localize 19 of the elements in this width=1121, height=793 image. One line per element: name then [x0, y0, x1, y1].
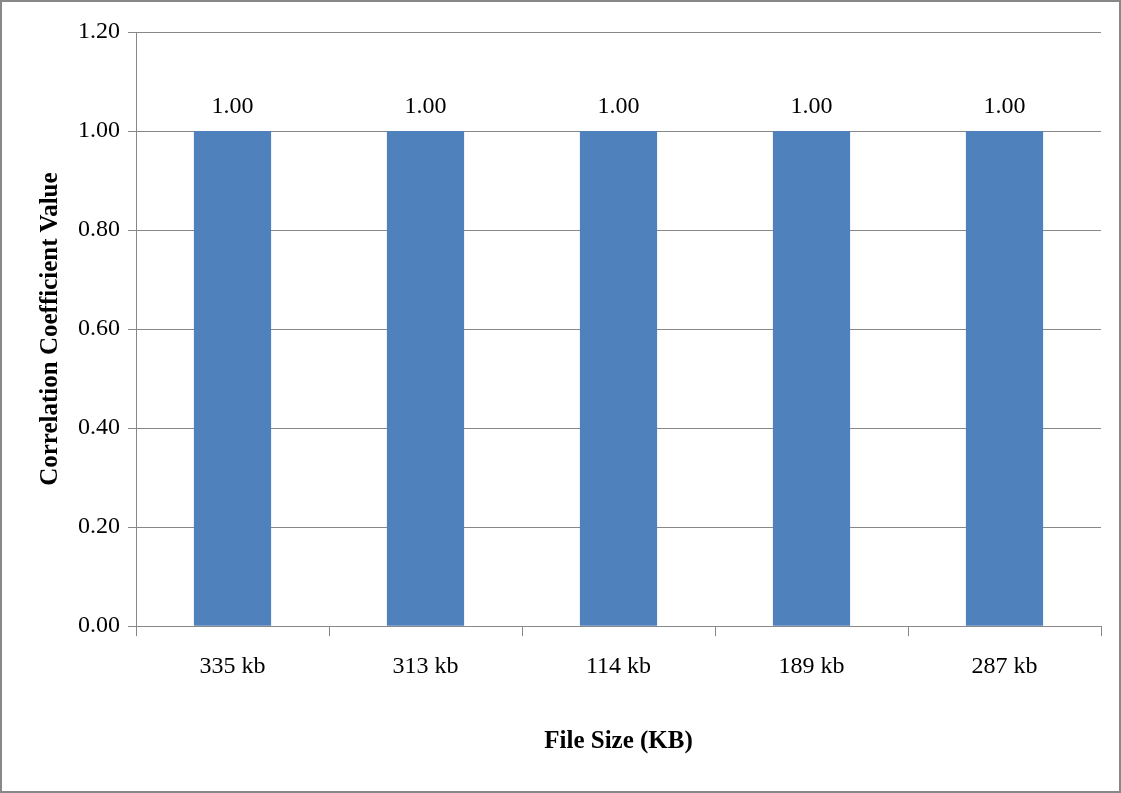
y-tick-label: 0.80 [78, 215, 120, 242]
data-label: 1.00 [597, 92, 640, 119]
data-label: 1.00 [211, 92, 254, 119]
x-tick-label: 335 kb [199, 651, 266, 678]
y-tick-label: 1.20 [78, 17, 120, 44]
y-tick-label: 0.20 [78, 512, 120, 539]
data-label: 1.00 [404, 92, 447, 119]
y-tick-label: 0.00 [78, 611, 120, 638]
x-tick-label: 287 kb [971, 651, 1038, 678]
x-axis-title: File Size (KB) [544, 726, 693, 755]
y-tick-label: 0.60 [78, 314, 120, 341]
y-tick-label: 0.40 [78, 413, 120, 440]
x-tick-label: 313 kb [392, 651, 459, 678]
data-label: 1.00 [790, 92, 833, 119]
y-tick-label: 1.00 [78, 116, 120, 143]
x-tick-label: 189 kb [778, 651, 845, 678]
y-axis-title: Correlation Coefficient Value [35, 172, 63, 486]
x-tick-label: 114 kb [585, 651, 652, 678]
data-label: 1.00 [983, 92, 1026, 119]
